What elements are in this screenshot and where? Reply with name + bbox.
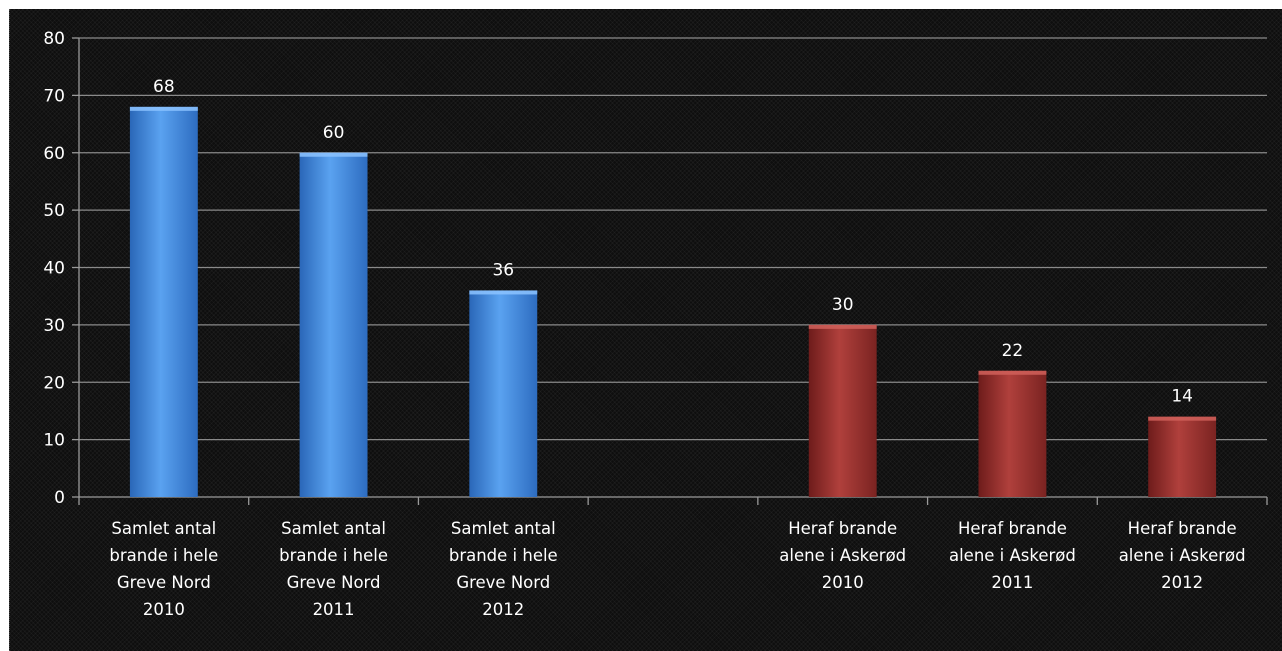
data-label: 68 <box>153 77 175 97</box>
bar-top-highlight <box>808 324 877 329</box>
bar-top-highlight <box>299 152 368 157</box>
bars <box>129 106 1217 497</box>
bar <box>129 106 198 497</box>
y-tick-label: 30 <box>43 316 65 336</box>
x-tick-label: Samlet antal brande i hele Greve Nord 2012 <box>449 519 558 619</box>
y-tick-label: 20 <box>43 373 65 393</box>
bar <box>978 370 1047 497</box>
bar-top-highlight <box>469 290 538 295</box>
bar-top-highlight <box>1148 416 1217 421</box>
data-label: 30 <box>832 295 854 315</box>
y-tick-label: 80 <box>43 29 65 49</box>
x-tick-label: Samlet antal brande i hele Greve Nord 2011 <box>279 519 388 619</box>
y-tick-label: 50 <box>43 201 65 221</box>
data-label: 14 <box>1171 387 1193 407</box>
y-tick-labels: 0 10 20 30 40 50 60 70 80 <box>43 29 65 508</box>
y-tick-label: 10 <box>43 431 65 451</box>
gridlines <box>79 37 1267 441</box>
bar <box>299 152 368 497</box>
bar-top-highlight <box>978 370 1047 375</box>
x-tick-label: Heraf brande alene i Askerød 2010 <box>779 519 906 592</box>
category-labels: Samlet antal brande i hele Greve Nord 2010 S… <box>109 519 1245 619</box>
x-tick-label: Heraf brande alene i Askerød 2012 <box>1119 519 1246 592</box>
x-tick-label: Samlet antal brande i hele Greve Nord 2010 <box>109 519 218 619</box>
data-label: 60 <box>323 123 345 143</box>
bar <box>808 324 877 497</box>
bar <box>1148 416 1217 497</box>
data-label: 22 <box>1002 341 1024 361</box>
data-label: 36 <box>492 260 514 280</box>
bar <box>469 290 538 497</box>
bar-top-highlight <box>129 106 198 111</box>
x-tick-label: Heraf brande alene i Askerød 2011 <box>949 519 1076 592</box>
y-tick-label: 70 <box>43 86 65 106</box>
y-tick-label: 60 <box>43 144 65 164</box>
y-tick-label: 40 <box>43 259 65 279</box>
bar-chart: 0 10 20 30 40 50 60 70 80 68 60 36 30 22 14 Samlet an… <box>43 29 1268 619</box>
y-tick-label: 0 <box>54 488 65 508</box>
data-labels: 68 60 36 30 22 14 <box>153 77 1193 407</box>
chart-area: 0 10 20 30 40 50 60 70 80 68 60 36 30 22 14 Samlet an… <box>9 9 1282 651</box>
axes <box>72 37 1268 505</box>
